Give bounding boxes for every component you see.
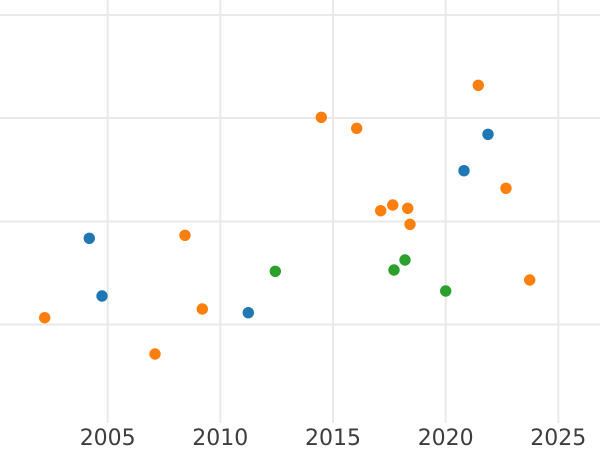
series-orange-point [179,229,191,241]
x-tick-label-2025: 2025 [530,426,587,450]
series-orange-point [387,199,399,211]
x-tick-label-2020: 2020 [417,426,474,450]
x-tick-label-2015: 2015 [305,426,361,450]
series-orange-point [402,202,414,214]
series-blue-point [482,128,494,140]
series-orange-point [196,303,208,315]
series-blue-point [242,307,254,319]
x-tick-label-2010: 2010 [192,426,249,450]
series-blue-point [96,290,108,302]
series-orange-point [39,312,51,324]
series-orange-point [472,79,484,92]
series-orange-point [500,182,512,194]
series-orange-point [375,205,387,217]
series-blue-point [458,165,470,177]
series-orange-point [524,274,536,286]
series-green-point [388,264,400,276]
series-orange-point [351,122,363,134]
series-blue-point [83,232,96,244]
series-orange-point [404,218,416,230]
series-green-point [399,254,411,266]
series-orange-point [149,348,161,360]
series-green-point [440,285,452,297]
series-green-point [269,265,281,277]
x-tick-label-2005: 2005 [79,426,136,450]
series-orange-point [315,111,327,124]
